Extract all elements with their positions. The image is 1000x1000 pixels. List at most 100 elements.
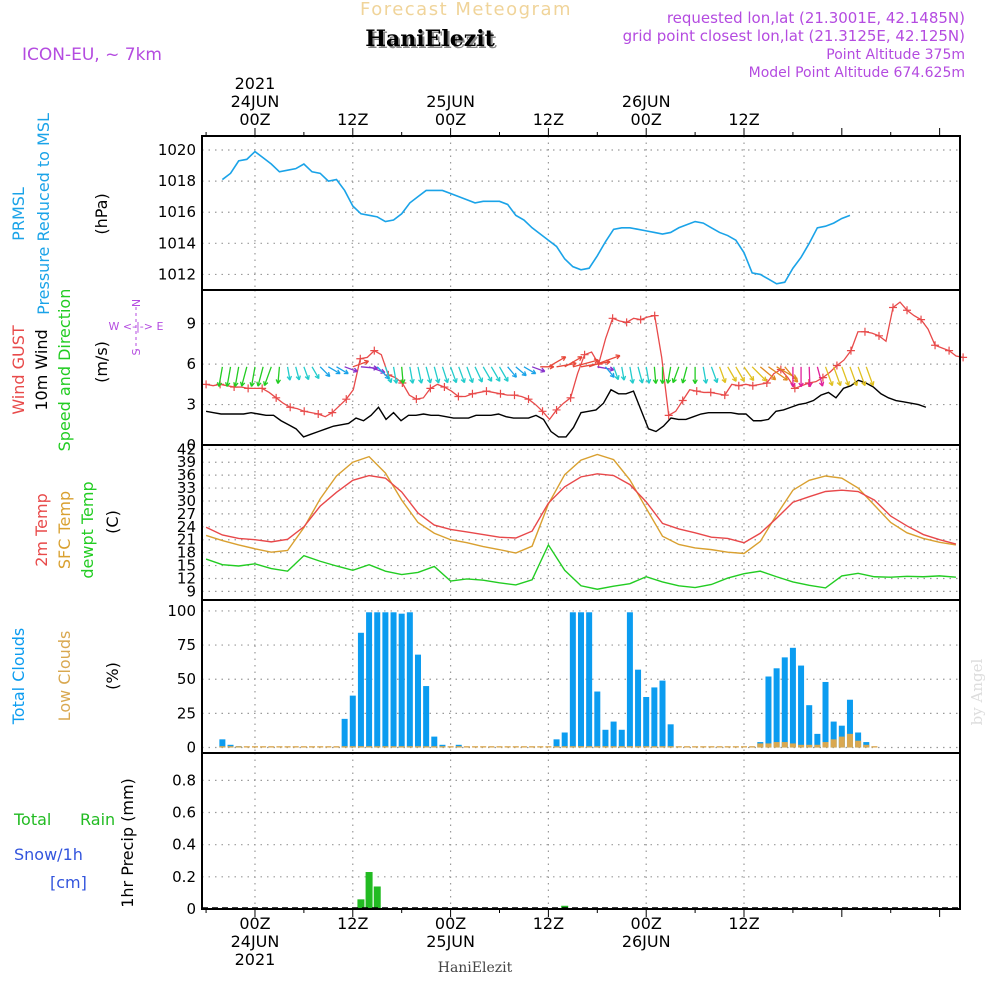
wind-arrow [564,356,583,368]
low-cloud-bar [683,746,690,748]
location-title: HaniElezit [365,26,495,52]
wind-arrow [319,366,331,378]
chart-panels: 1012101410161018102003699121518212427303… [158,135,968,918]
low-cloud-bar [667,746,674,748]
total-cloud-bar [846,699,853,748]
wind-arrow [620,366,627,381]
low-cloud-bar [357,746,364,748]
wind-arrow [417,366,424,384]
temperature-frame [201,444,961,601]
label-total: Total [13,810,51,829]
wind-direction-arrows [216,354,875,388]
total-cloud-bar [414,654,421,748]
low-cloud-bar [423,746,430,748]
wind-arrow [652,366,659,384]
low-cloud-bar [309,746,316,748]
wind-panel: 0 3 6 9 [186,289,968,454]
temperature-ytick: 33 [177,479,196,497]
temperature-ytick: 36 [177,466,196,484]
location-shadow: HaniElezit [367,28,497,54]
label-hpa: (hPa) [92,193,111,234]
bottom-time-label: 12Z [337,914,368,933]
wind-gust-marker [931,341,940,350]
low-cloud-bar [749,746,756,748]
wind-ytick: 0 [186,436,196,454]
low-cloud-bar [455,746,462,748]
total-cloud-bar [765,676,772,748]
wind-gust-marker [874,331,883,340]
wind-arrow [344,366,358,373]
total-cloud-bar [219,739,226,748]
wind-gust-marker [538,407,547,416]
low-cloud-bar [659,746,666,748]
wind-arrow [507,366,518,378]
total-cloud-bar [553,739,560,748]
label-10m-wind: 10m Wind [32,329,51,410]
total-cloud-bar [651,687,658,748]
temperature-ytick: 15 [177,557,196,575]
total-cloud-bar [781,657,788,748]
wind-arrow [523,366,537,375]
wind-arrow [295,366,301,381]
low-cloud-bar [626,746,633,748]
wind-ytick: 6 [186,355,196,373]
model-name: ICON-EU, ~ 7km [22,45,162,65]
pressure-ytick: 1016 [158,203,196,221]
low-cloud-bar [390,746,397,748]
wind-gust-marker [846,346,855,355]
precipitation-ytick: 0.8 [172,771,196,789]
wind-arrow [249,366,256,387]
total-cloud-bar [382,612,389,748]
wind-gust-marker [272,393,281,402]
pressure-ytick: 1020 [158,141,196,159]
low-cloud-bar [268,746,275,748]
total-cloud-bar [390,612,397,748]
total-cloud-bar [357,632,364,748]
wind-arrow [224,366,232,387]
total-cloud-bar [594,691,601,748]
low-cloud-bar [219,746,226,748]
wind-arrow [659,366,666,384]
total-cloud-bar [423,686,430,748]
low-cloud-bar [643,746,650,748]
clouds-ytick: 50 [177,670,196,688]
low-cloud-bar [333,746,340,748]
wind-gust-marker [945,346,954,355]
low-cloud-bar [382,746,389,748]
wind-arrow [216,366,224,387]
wind-arrow [400,366,406,384]
wind-arrow [572,358,599,368]
wind-arrow [798,366,804,388]
wind-arrow [352,359,370,368]
wind-arrow [743,366,755,382]
wind-gust-marker [860,327,869,336]
top-time-label: 24JUN [231,92,280,111]
bottom-time-label: 00Z [239,914,270,933]
low-cloud-bar [586,746,593,748]
wind-arrow [433,366,441,384]
bottom-time-label: 26JUN [622,932,671,951]
top-time-label: 12Z [337,110,368,129]
wind-gust-marker [734,381,743,390]
low-cloud-bar [349,746,356,748]
low-cloud-bar [741,746,748,748]
wind-gust-marker [552,405,561,414]
wind-gust-marker [328,408,337,417]
wind-arrow [710,366,719,384]
top-time-label: 26JUN [622,92,671,111]
wind-arrow [671,366,680,384]
low-cloud-bar [765,743,772,748]
top-time-label: 00Z [435,110,466,129]
rain-bar [357,899,365,909]
wind-gust-marker [832,361,841,370]
wind-gust-marker [748,381,757,390]
temperature-ytick: 9 [186,582,196,600]
low-cloud-bar [235,746,242,748]
low-cloud-bar [512,746,519,748]
wind-gust-marker [608,314,617,323]
low-cloud-bar [651,746,658,748]
